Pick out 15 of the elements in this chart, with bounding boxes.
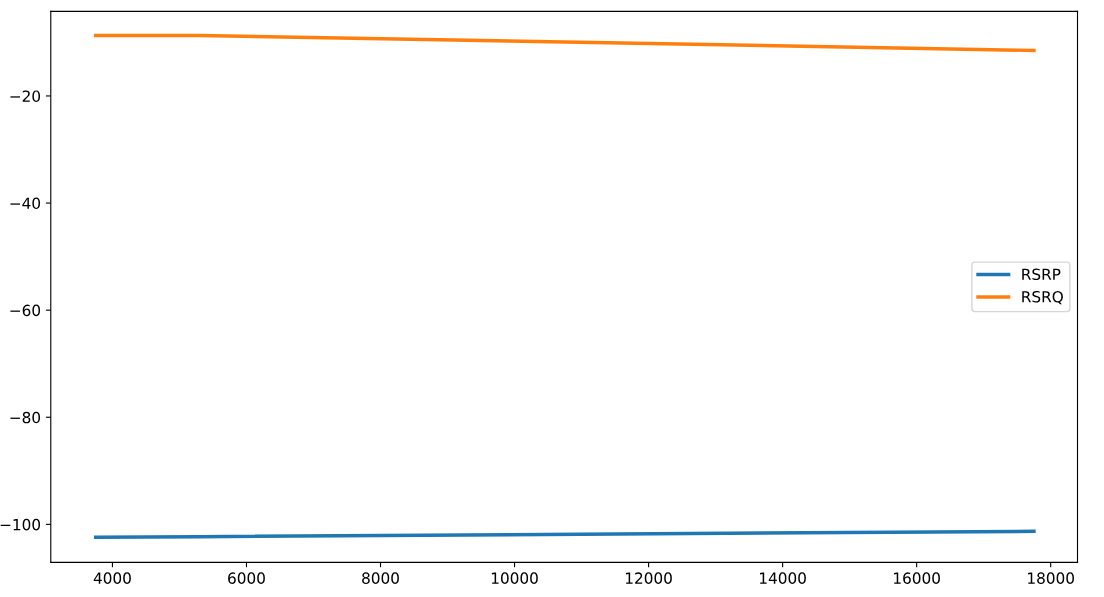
- x-tick-label: 10000: [491, 572, 538, 584]
- legend-label: RSRQ: [1022, 290, 1063, 305]
- x-tick-label: 8000: [362, 572, 399, 584]
- x-tick-label: 12000: [625, 572, 672, 584]
- x-tick-label: 14000: [760, 572, 806, 584]
- legend-label: RSRP: [1022, 268, 1061, 281]
- x-tick-label: 16000: [894, 572, 940, 584]
- y-tick-label: −20: [10, 90, 41, 102]
- y-tick-label: −60: [10, 304, 41, 317]
- x-tick-label: 18000: [1028, 572, 1074, 584]
- x-tick-label: 4000: [93, 572, 131, 584]
- x-tick-label: 6000: [228, 572, 265, 584]
- y-tick-label: −40: [10, 197, 41, 210]
- y-tick-label: −80: [10, 411, 41, 424]
- y-tick-label: −100: [0, 518, 41, 531]
